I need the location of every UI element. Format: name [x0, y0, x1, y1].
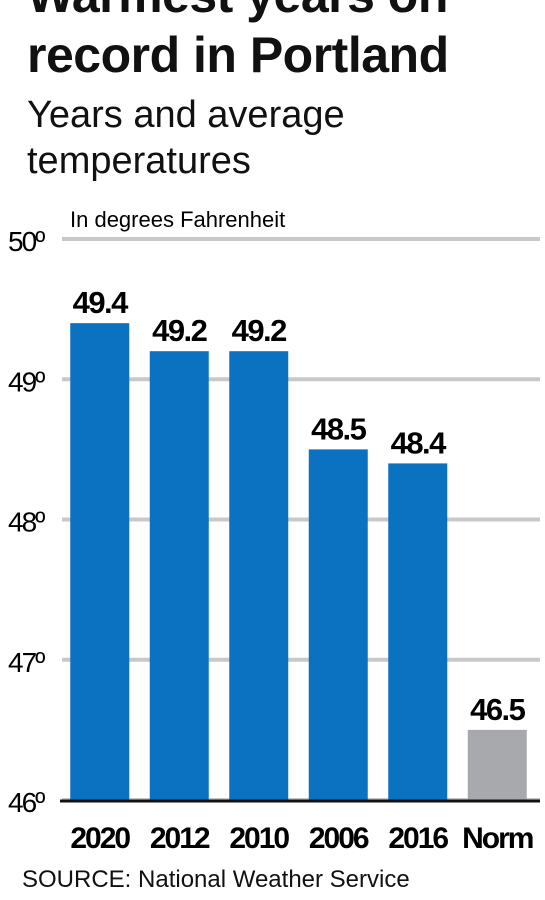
y-tick-label: 47º: [8, 647, 45, 678]
bar: [149, 351, 209, 800]
bar: [467, 729, 527, 800]
y-tick-label: 46º: [8, 787, 45, 818]
bar: [229, 351, 289, 800]
y-tick-label: 50º: [8, 226, 45, 257]
chart: In degrees Fahrenheit 46º 47º 48º 49º 50º 202…: [8, 207, 540, 855]
value-label: 48.5: [311, 411, 367, 446]
value-label: 49.2: [232, 313, 287, 348]
bar: [308, 449, 368, 800]
value-label: 49.2: [152, 313, 207, 348]
bar: [70, 323, 130, 800]
y-tick-label: 49º: [8, 366, 45, 397]
chart-subtitle: Years and average temperatures: [27, 94, 345, 182]
x-tick-label: 2006: [309, 822, 369, 855]
x-tick-label: 2010: [229, 822, 289, 855]
bar: [388, 463, 448, 800]
x-tick-label: 2012: [150, 822, 210, 855]
value-label: 48.4: [391, 425, 448, 460]
y-tick-label: 48º: [8, 507, 45, 538]
x-tick-label: 2020: [70, 822, 130, 855]
value-label: 46.5: [470, 692, 526, 727]
source: SOURCE: National Weather Service: [22, 866, 410, 893]
value-label: 49.4: [73, 285, 130, 320]
x-tick-label: Norm: [462, 822, 533, 855]
chart-title: Warmest years on record in Portland: [27, 0, 449, 83]
unit-label: In degrees Fahrenheit: [70, 207, 285, 232]
x-tick-label: 2016: [388, 822, 448, 855]
